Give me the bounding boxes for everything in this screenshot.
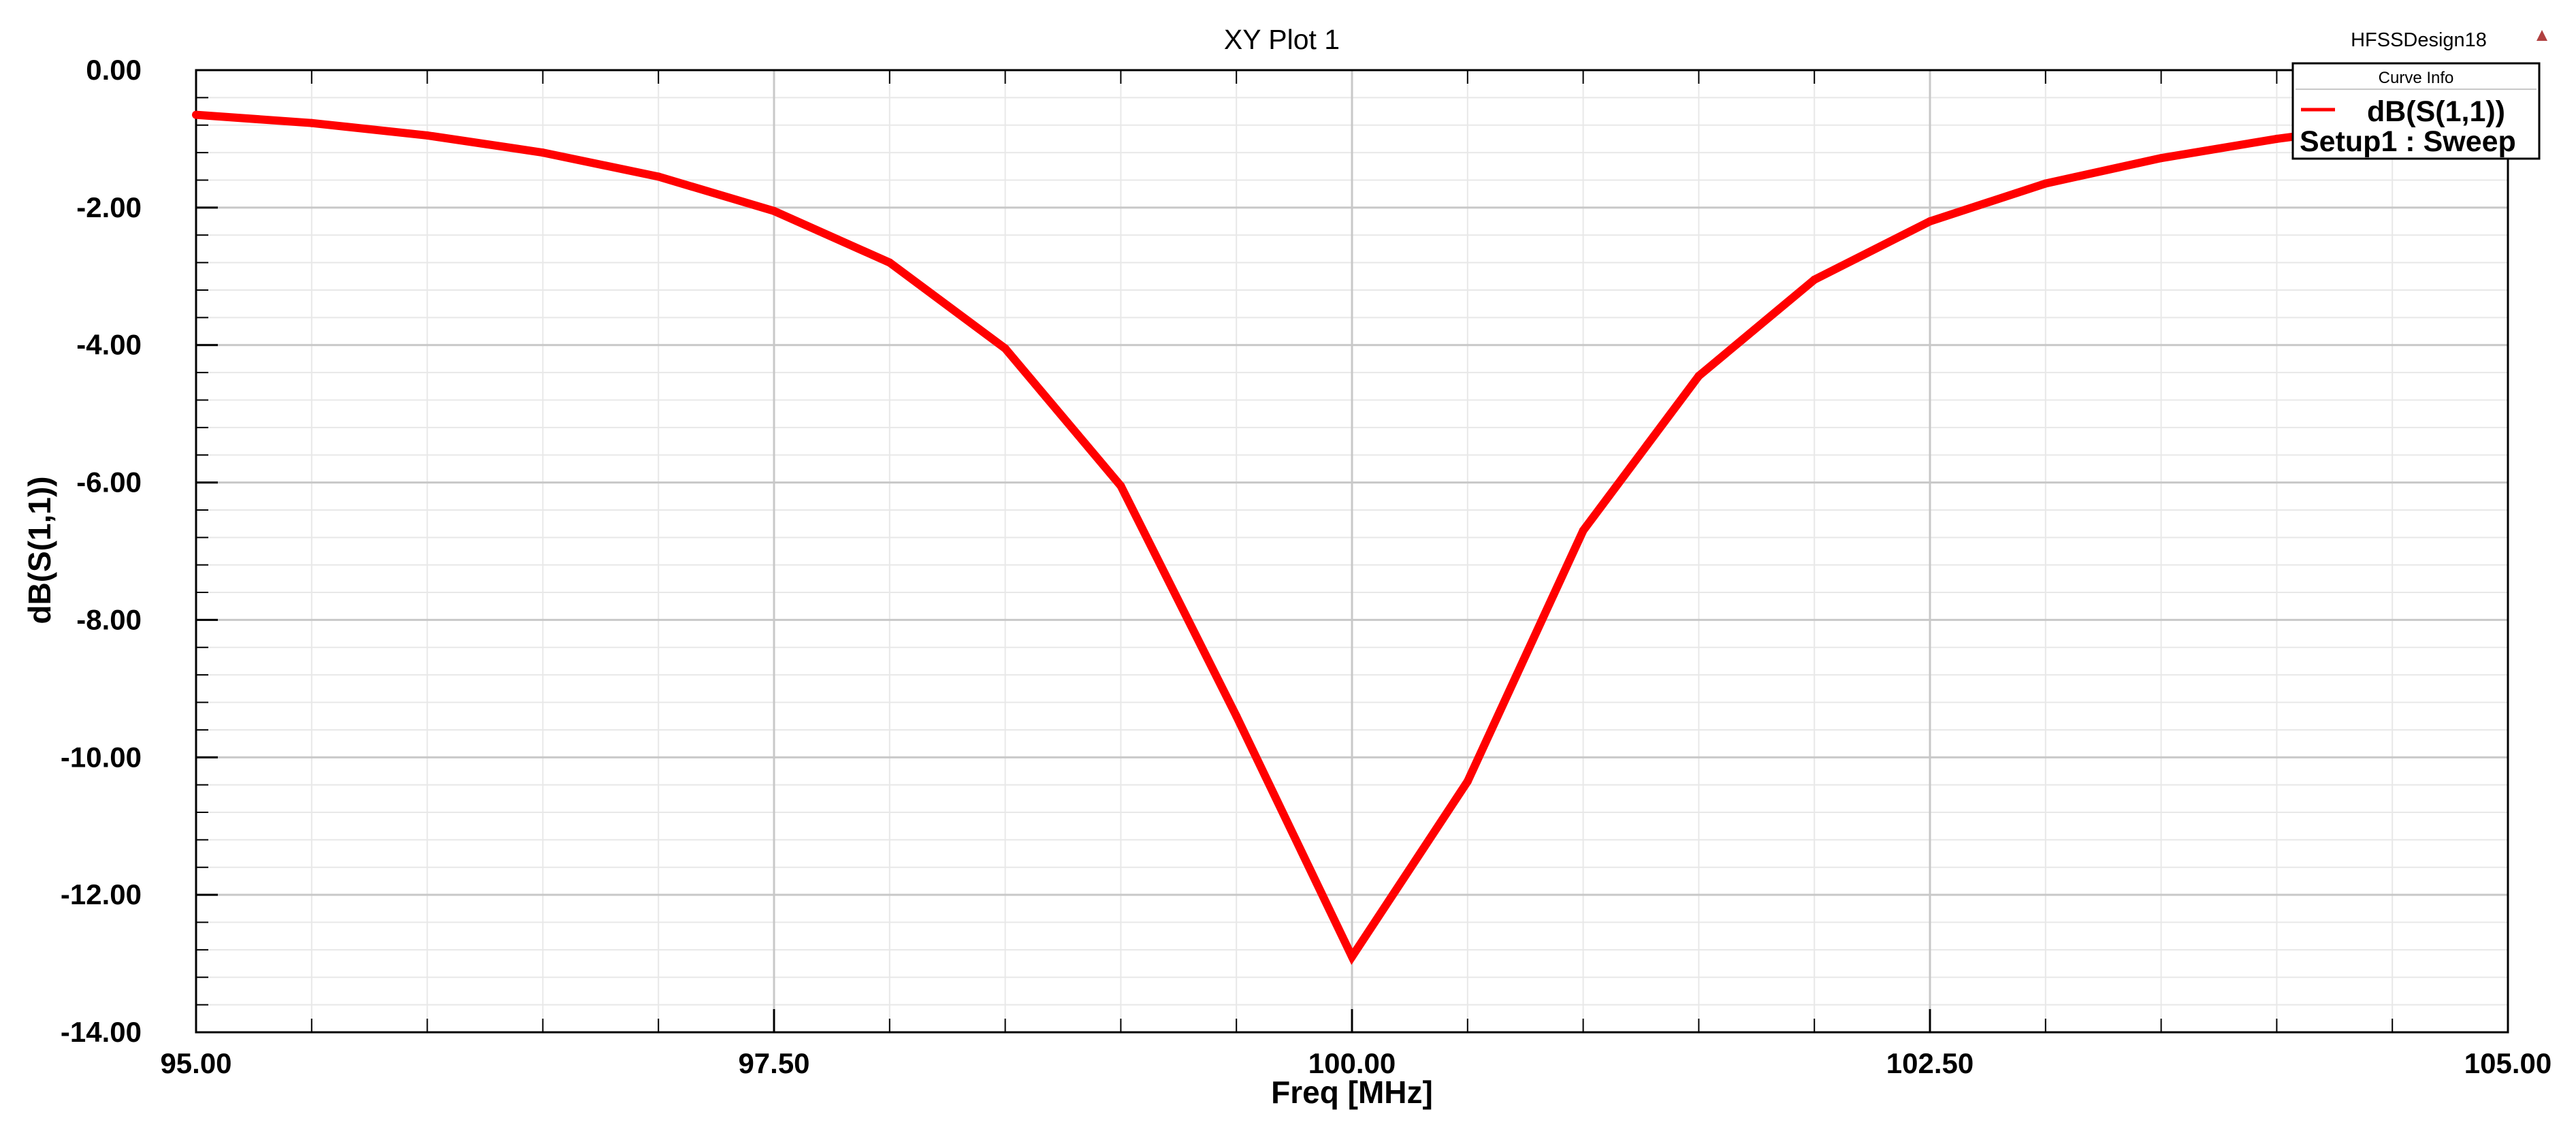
legend-entry-name: dB(S(1,1)) (2367, 95, 2505, 128)
y-tick-label: -10.00 (61, 741, 142, 773)
design-name: HFSSDesign18 (2351, 29, 2487, 51)
data-point (423, 131, 432, 140)
y-tick-label: -14.00 (61, 1016, 142, 1048)
data-point (1926, 217, 1934, 225)
data-point (770, 206, 778, 215)
legend-entry-setup: Setup1 : Sweep (2300, 125, 2516, 158)
y-tick-labels: 0.00 -2.00 -4.00 -6.00 -8.00 -10.00 -12.00 -14.… (61, 54, 142, 1048)
data-point (1694, 372, 1703, 381)
data-point (1001, 344, 1010, 353)
data-point (538, 148, 547, 157)
y-tick-label: 0.00 (86, 54, 142, 86)
y-tick-label: -6.00 (76, 466, 142, 498)
chart-title: XY Plot 1 (1224, 24, 1340, 55)
data-point (1116, 481, 1125, 490)
y-tick-label: -4.00 (76, 329, 142, 361)
y-tick-label: -12.00 (61, 878, 142, 910)
grid (195, 69, 2509, 1034)
data-point (2041, 179, 2050, 188)
data-point (1232, 712, 1241, 720)
x-axis-label: Freq [MHz] (1271, 1074, 1433, 1110)
data-point (1463, 777, 1472, 786)
data-point (307, 118, 316, 127)
y-axis-label: dB(S(1,1)) (22, 476, 57, 624)
x-tick-labels: 95.00 97.50 100.00 102.50 105.00 (160, 1047, 2551, 1079)
series-layer (192, 108, 2512, 966)
data-point (885, 258, 894, 267)
x-tick-label: 102.50 (1886, 1047, 1974, 1079)
legend-curve-info: Curve Info dB(S(1,1)) Setup1 : Sweep (2291, 62, 2541, 160)
y-tick-label: -8.00 (76, 603, 142, 635)
corner-marker-icon (2537, 30, 2547, 41)
data-point (2272, 134, 2281, 143)
data-point (1348, 953, 1356, 961)
data-point (1579, 526, 1588, 535)
data-point (654, 172, 663, 181)
data-point (192, 110, 200, 119)
x-tick-label: 105.00 (2464, 1047, 2551, 1079)
x-tick-label: 100.00 (1308, 1047, 1396, 1079)
axis-ticks (195, 69, 2509, 1034)
legend-header: Curve Info (2379, 69, 2454, 87)
data-point (1810, 275, 1819, 284)
x-tick-label: 97.50 (738, 1047, 809, 1079)
x-tick-label: 95.00 (160, 1047, 231, 1079)
y-tick-label: -2.00 (76, 191, 142, 223)
data-point (2157, 154, 2166, 163)
